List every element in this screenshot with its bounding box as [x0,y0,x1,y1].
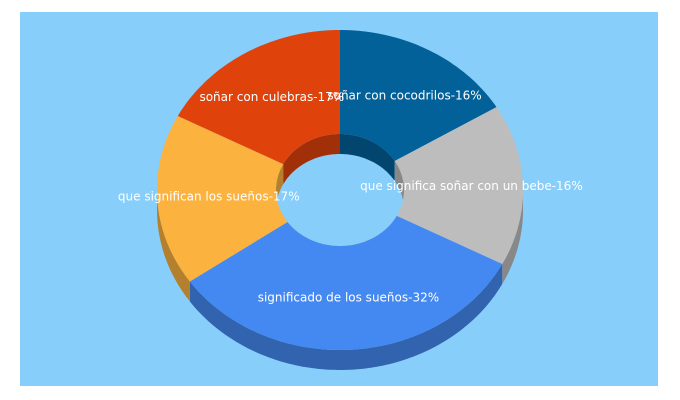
slice-label: soñar con cocodrilos-16% [327,88,481,102]
slice-inner-side [394,161,404,210]
slice-side [502,190,523,284]
slice-side [189,264,503,370]
slice [157,116,288,282]
slice-side [157,190,190,302]
slice-inner-side [276,164,284,210]
slice [394,107,523,264]
slice-label: que significa soñar con un bebe-16% [360,179,583,193]
slice [340,30,497,161]
slice-inner-side [283,134,340,185]
slice-inner-side [340,134,395,181]
slice [177,30,340,165]
slice-label: soñar con culebras-17% [199,90,344,104]
slice [189,215,503,350]
slice-label: que significan los sueños-17% [118,189,300,203]
slice-label: significado de los sueños-32% [258,290,439,304]
